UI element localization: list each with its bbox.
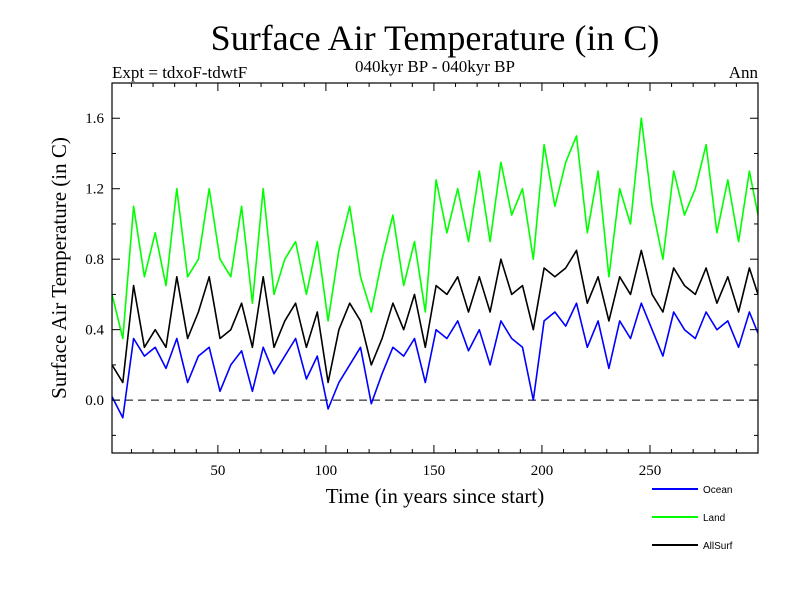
x-tick-label: 200 <box>531 463 554 479</box>
chart-title: Surface Air Temperature (in C) <box>211 18 660 58</box>
x-tick-label: 250 <box>639 463 662 479</box>
series-line-allsurf <box>112 249 758 384</box>
y-axis-label: Surface Air Temperature (in C) <box>47 137 71 399</box>
y-tick-label: 1.2 <box>85 182 104 198</box>
expt-label: Expt = tdxoF-tdwtF <box>112 63 247 82</box>
chart-subtitle: 040kyr BP - 040kyr BP <box>355 57 515 76</box>
series-line-land <box>112 117 758 340</box>
y-tick-label: 0.8 <box>85 252 104 268</box>
season-label: Ann <box>729 63 759 82</box>
x-axis-label: Time (in years since start) <box>326 484 545 508</box>
series-line-ocean <box>112 302 758 419</box>
legend: Ocean Land AllSurf <box>652 485 733 552</box>
legend-label-allsurf: AllSurf <box>703 541 733 552</box>
y-tick-label: 1.6 <box>85 111 104 127</box>
legend-label-ocean: Ocean <box>703 485 732 496</box>
plot-frame <box>111 82 759 454</box>
x-tick-label: 150 <box>423 463 446 479</box>
x-tick-label: 100 <box>315 463 338 479</box>
x-tick-label: 50 <box>210 463 225 479</box>
legend-label-land: Land <box>703 513 725 524</box>
y-tick-label: 0.4 <box>85 323 104 339</box>
y-tick-label: 0.0 <box>85 393 104 409</box>
